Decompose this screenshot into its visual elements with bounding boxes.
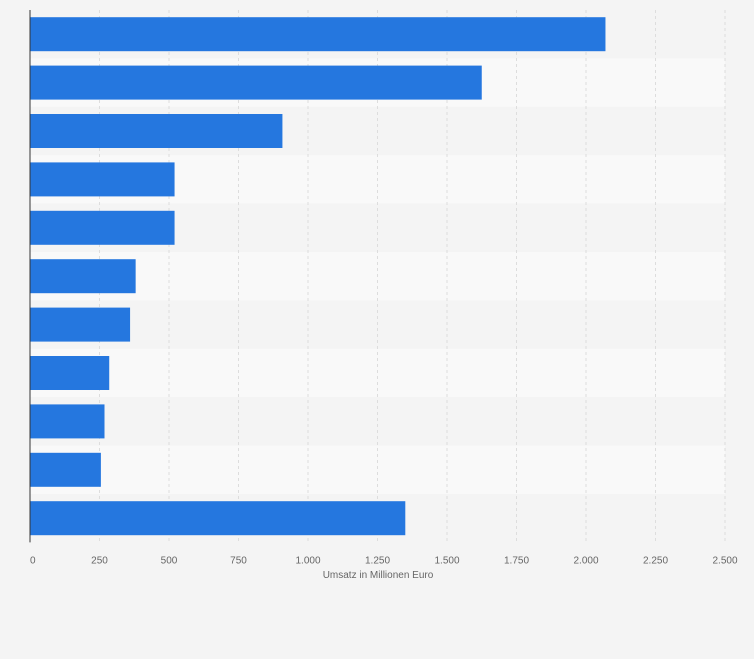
bar: [30, 452, 101, 487]
bar: [30, 404, 105, 439]
x-tick-label: 0: [30, 555, 36, 566]
x-tick-label: 1.000: [295, 555, 320, 566]
bar: [30, 17, 606, 52]
bar: [30, 501, 406, 536]
bars: [30, 17, 606, 536]
x-tick-label: 2.000: [573, 555, 598, 566]
x-tick-label: 500: [161, 555, 178, 566]
x-tick-label: 250: [91, 555, 108, 566]
bar: [30, 114, 283, 148]
x-tick-label: 2.250: [643, 555, 668, 566]
x-tick-label: 2.500: [712, 555, 737, 566]
bar: [30, 162, 175, 197]
bar: [30, 210, 175, 245]
bar: [30, 307, 131, 342]
x-tick-label: 1.250: [365, 555, 390, 566]
x-tick-label: 1.500: [434, 555, 459, 566]
x-axis-label: Umsatz in Millionen Euro: [323, 570, 434, 581]
bar: [30, 65, 482, 100]
bar: [30, 259, 136, 294]
x-tick-label: 750: [230, 555, 247, 566]
bar: [30, 356, 110, 390]
x-tick-label: 1.750: [504, 555, 529, 566]
x-tick-labels: 0 250 500 750 1.000 1.250 1.500 1.750 2.000 2.250…: [30, 555, 738, 566]
